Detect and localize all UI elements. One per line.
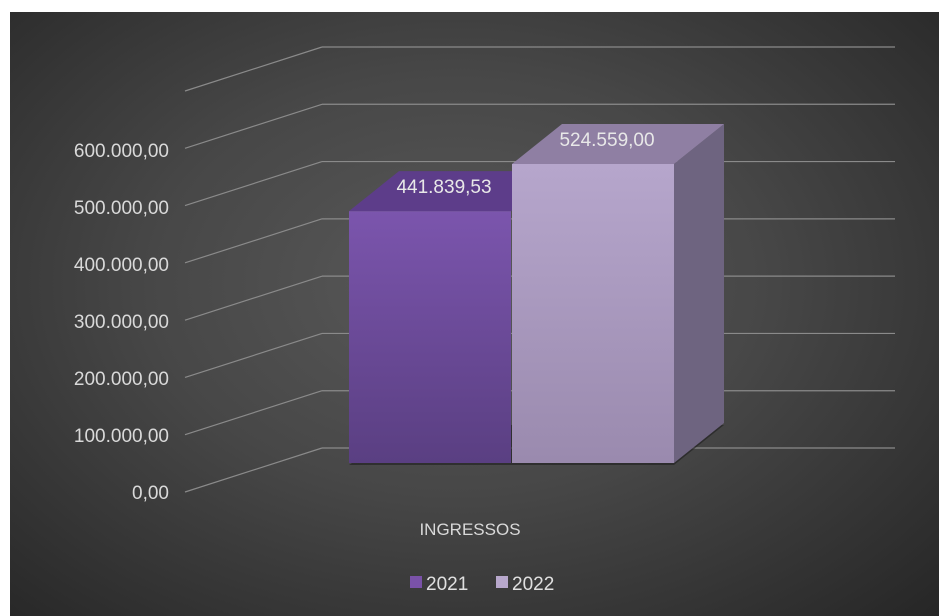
gridline-diagonal — [184, 275, 323, 321]
y-tick-label: 600.000,00 — [74, 141, 169, 162]
gridline-diagonal — [184, 218, 323, 264]
legend-swatch-2022 — [496, 576, 508, 588]
bar-side-2022 — [674, 124, 724, 463]
category-label-ingressos: INGRESSOS — [419, 520, 520, 539]
data-label-2022: 524.559,00 — [559, 130, 654, 151]
gridline-diagonal — [184, 390, 323, 436]
y-tick-label: 300.000,00 — [74, 312, 169, 333]
y-tick-label: 0,00 — [132, 483, 169, 504]
y-tick-label: 200.000,00 — [74, 369, 169, 390]
bar-2022 — [512, 124, 724, 463]
gridline-diagonal — [184, 447, 323, 493]
y-tick-label: 400.000,00 — [74, 255, 169, 276]
bar-front-2022 — [512, 164, 674, 463]
gridline-diagonal — [184, 103, 323, 149]
labels: 0,00 100.000,00 200.000,00 300.000,00 400.00… — [74, 130, 655, 504]
legend-label-2021: 2021 — [426, 574, 468, 595]
bar-top-2021 — [349, 171, 561, 212]
gridline-diagonal — [184, 161, 323, 207]
legend-swatch-2021 — [410, 576, 422, 588]
bars — [349, 124, 724, 463]
data-label-2021: 441.839,53 — [396, 177, 491, 198]
gridline-diagonal — [184, 46, 323, 92]
gridline-diagonal — [184, 332, 323, 378]
bar-top-2022 — [512, 124, 724, 165]
legend: 2021 2022 — [410, 574, 554, 595]
bar-front-2021 — [349, 211, 511, 463]
legend-item-2022: 2022 — [496, 574, 554, 595]
legend-item-2021: 2021 — [410, 574, 468, 595]
legend-label-2022: 2022 — [512, 574, 554, 595]
bar-2021 — [349, 171, 561, 463]
y-tick-label: 500.000,00 — [74, 198, 169, 219]
y-tick-label: 100.000,00 — [74, 426, 169, 447]
